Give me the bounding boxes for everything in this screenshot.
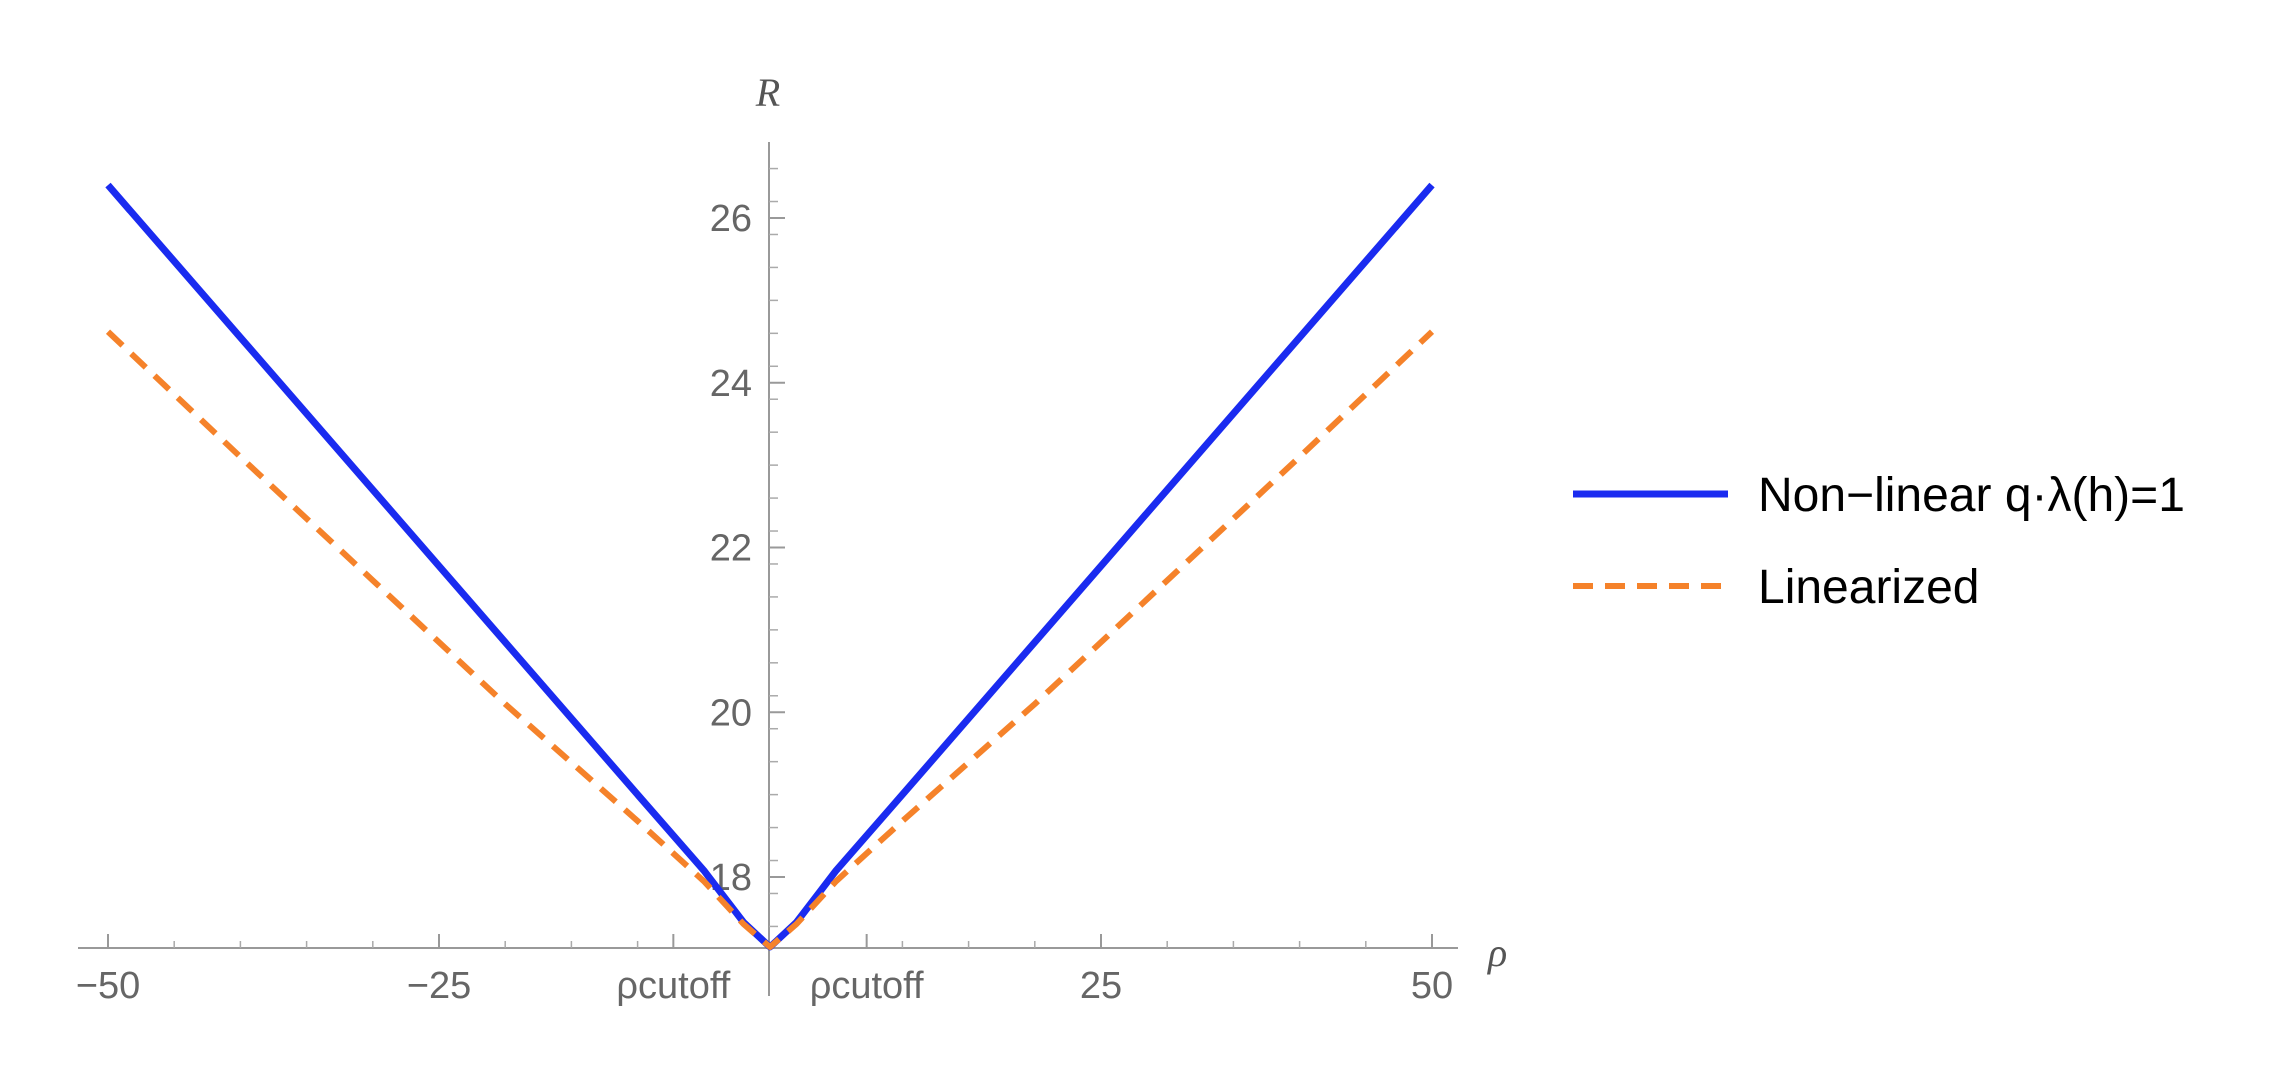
x-tick-label: ρcutoff (616, 965, 730, 1007)
y-axis-label: R (755, 70, 780, 115)
plot-area (105, 182, 1435, 951)
y-tick-label: 18 (710, 857, 752, 899)
x-tick-label: 50 (1411, 965, 1453, 1007)
series-line-2 (105, 329, 1435, 950)
y-tick-label: 24 (710, 363, 752, 405)
x-tick-label: −50 (76, 965, 140, 1007)
axes: −50 −25 ρcutoff ρcutoff 25 50 18 20 22 24 26 (76, 142, 1458, 1007)
y-tick-label: 22 (710, 528, 752, 570)
legend: Non−linear q·λ(h)=1 Linearized (1573, 469, 2185, 614)
y-tick-label: 20 (710, 692, 752, 734)
y-tick-label: 26 (710, 198, 752, 240)
x-tick-label: 25 (1080, 965, 1122, 1007)
legend-label-1: Non−linear q·λ(h)=1 (1758, 469, 2185, 522)
x-tick-label: −25 (407, 965, 471, 1007)
legend-label-2: Linearized (1758, 561, 1979, 614)
x-axis-label: ρ (1486, 930, 1507, 975)
x-tick-label: ρcutoff (810, 965, 924, 1007)
